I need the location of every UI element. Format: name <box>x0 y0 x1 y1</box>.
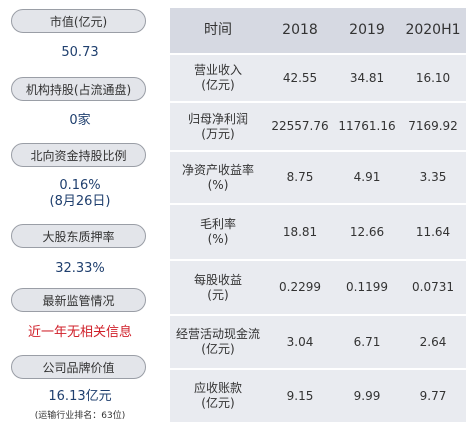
left-panel: 市值(亿元) 50.73 机构持股(占流通盘) 0家 北向资金持股比例 0.16… <box>0 0 160 428</box>
row-label: 归母净利润 (万元) <box>187 111 248 141</box>
brand-value: 16.13亿元 <box>48 389 112 404</box>
table-row: 毛利率 (%) 18.81 12.66 11.64 <box>170 203 466 259</box>
market-cap-label: 市值(亿元) <box>11 9 146 33</box>
northbound-date: (8月26日) <box>49 194 111 209</box>
cell-value: 0.0731 <box>412 280 454 294</box>
market-cap-value: 50.73 <box>61 45 99 60</box>
table-row: 每股收益 (元) 0.2299 0.1199 0.0731 <box>170 259 466 314</box>
cell-value: 3.35 <box>419 170 447 184</box>
table-row: 营业收入 (亿元) 42.55 34.81 16.10 <box>170 53 466 101</box>
pledge-value: 32.33% <box>55 261 105 276</box>
header-2020h1: 2020H1 <box>405 22 461 38</box>
institution-label: 机构持股(占流通盘) <box>11 77 146 101</box>
table-row: 净资产收益率 (%) 8.75 4.91 3.35 <box>170 150 466 203</box>
cell-value: 16.10 <box>415 70 451 85</box>
row-label: 经营活动现金流 (亿元) <box>175 327 260 356</box>
cell-value: 2.64 <box>419 334 447 349</box>
cell-value: 12.66 <box>349 224 385 239</box>
brand-rank-note: (运输行业排名：63位) <box>34 411 126 421</box>
cell-value: 18.81 <box>282 224 318 239</box>
pledge-label: 大股东质押率 <box>11 224 146 248</box>
cell-value: 34.81 <box>349 70 385 85</box>
row-label: 应收账款 (亿元) <box>193 381 242 410</box>
row-label: 净资产收益率 (%) <box>181 162 254 192</box>
cell-value: 9.77 <box>419 388 447 403</box>
cell-value: 11.64 <box>415 224 451 239</box>
cell-value: 9.99 <box>353 388 381 403</box>
northbound-value: 0.16% <box>59 178 101 193</box>
table-row: 经营活动现金流 (亿元) 3.04 6.71 2.64 <box>170 314 466 368</box>
brand-label: 公司品牌价值 <box>11 355 146 379</box>
supervision-value: 近一年无相关信息 <box>27 325 132 340</box>
institution-value: 0家 <box>69 113 91 128</box>
cell-value: 9.15 <box>286 388 314 403</box>
row-label: 毛利率 (%) <box>199 217 236 246</box>
header-2018: 2018 <box>282 22 318 38</box>
table-row: 应收账款 (亿元) 9.15 9.99 9.77 <box>170 368 466 422</box>
header-time: 时间 <box>204 22 232 38</box>
cell-value: 22557.76 <box>271 119 329 133</box>
northbound-label: 北向资金持股比例 <box>11 143 146 167</box>
table-row: 归母净利润 (万元) 22557.76 11761.16 7169.92 <box>170 101 466 150</box>
cell-value: 3.04 <box>286 334 314 349</box>
cell-value: 8.75 <box>286 170 314 184</box>
cell-value: 11761.16 <box>338 119 396 133</box>
row-label: 营业收入 (亿元) <box>193 63 242 92</box>
supervision-label: 最新监管情况 <box>11 288 146 312</box>
cell-value: 42.55 <box>282 70 318 85</box>
cell-value: 4.91 <box>353 170 381 184</box>
financial-table: 时间 2018 2019 2020H1 营业收入 (亿元) 42.55 34.81… <box>170 8 466 422</box>
header-2019: 2019 <box>349 22 385 38</box>
cell-value: 0.1199 <box>346 280 388 294</box>
table-header: 时间 2018 2019 2020H1 <box>170 8 466 53</box>
cell-value: 7169.92 <box>408 119 458 133</box>
cell-value: 0.2299 <box>279 280 321 294</box>
row-label: 每股收益 (元) <box>193 272 242 302</box>
cell-value: 6.71 <box>353 334 381 349</box>
